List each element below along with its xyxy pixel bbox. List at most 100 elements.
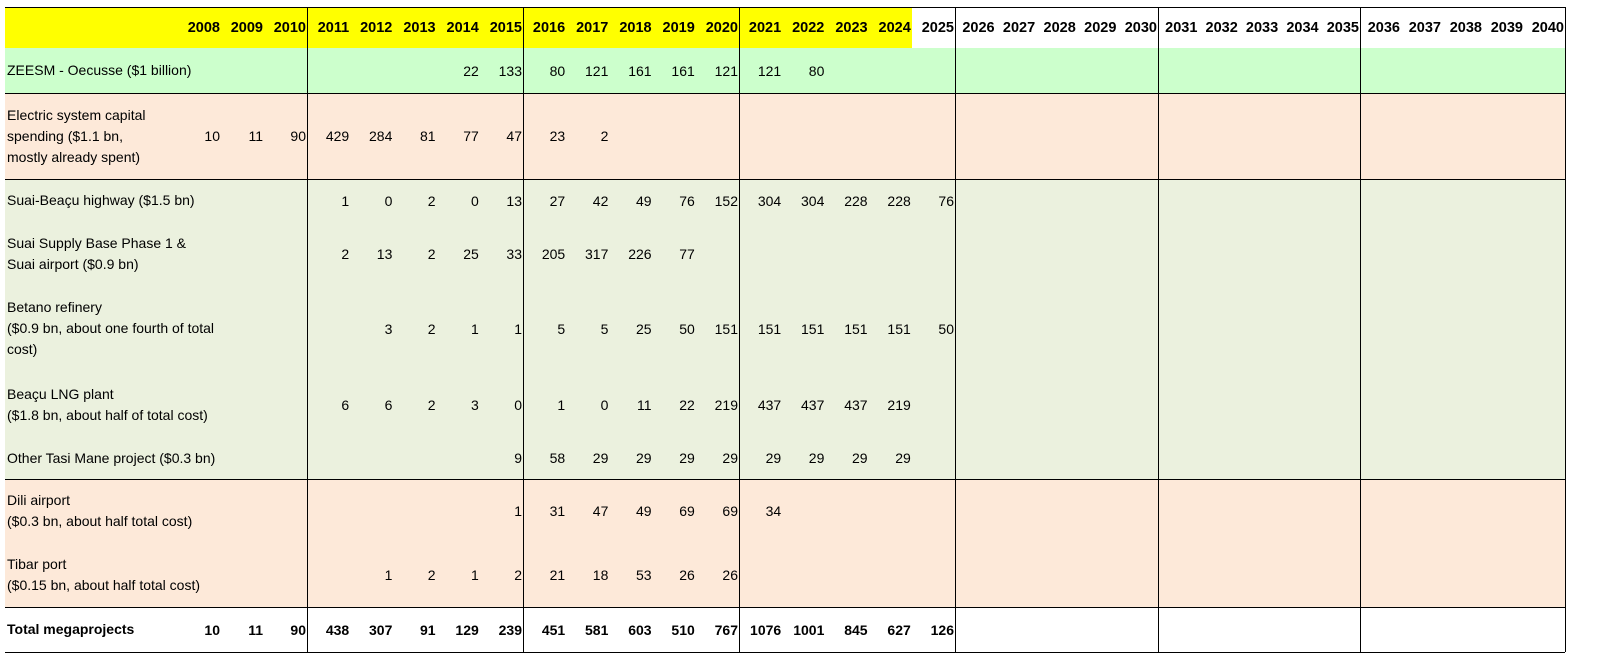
value-cell: 22 xyxy=(463,62,479,79)
year-header: 2018 xyxy=(619,19,652,36)
value-cell: 27 xyxy=(549,192,566,209)
value-cell: 0 xyxy=(384,192,393,209)
value-cell: 23 xyxy=(549,128,566,144)
row-label: Dili airport ($0.3 bn, about half total … xyxy=(7,492,193,529)
year-header: 2026 xyxy=(962,19,995,36)
value-cell: 151 xyxy=(844,320,868,337)
value-cell: 47 xyxy=(592,503,609,519)
h-border xyxy=(5,179,1565,180)
header-background xyxy=(5,7,912,48)
value-cell: 239 xyxy=(498,621,522,638)
value-cell: 1 xyxy=(384,567,393,583)
value-cell: 1 xyxy=(341,192,350,209)
value-cell: 151 xyxy=(714,320,738,337)
value-cell: 80 xyxy=(808,62,825,79)
year-header: 2015 xyxy=(489,19,522,36)
value-cell: 91 xyxy=(420,621,436,638)
value-cell: 29 xyxy=(722,450,738,466)
row-background xyxy=(5,479,1565,543)
v-border xyxy=(1565,7,1566,652)
h-border xyxy=(5,93,1565,94)
value-cell: 9 xyxy=(514,450,522,466)
value-cell: 25 xyxy=(463,245,479,262)
row-background xyxy=(5,48,1565,93)
value-cell: 42 xyxy=(592,192,609,209)
value-cell: 627 xyxy=(887,621,911,638)
value-cell: 451 xyxy=(541,621,566,638)
v-border xyxy=(739,7,740,652)
value-cell: 126 xyxy=(930,621,954,638)
value-cell: 133 xyxy=(498,62,522,79)
value-cell: 29 xyxy=(765,450,782,466)
year-header: 2028 xyxy=(1043,19,1076,36)
value-cell: 29 xyxy=(808,450,825,466)
value-cell: 437 xyxy=(801,396,825,413)
year-header: 2014 xyxy=(446,19,479,36)
value-cell: 2 xyxy=(514,567,522,583)
year-header: 2040 xyxy=(1531,19,1564,36)
value-cell: 11 xyxy=(637,396,652,413)
value-cell: 1 xyxy=(470,567,479,583)
row-label: ZEESM - Oecusse ($1 billion) xyxy=(7,62,192,78)
value-cell: 22 xyxy=(679,396,695,413)
row-background xyxy=(5,437,1565,479)
value-cell: 3 xyxy=(384,320,393,337)
value-cell: 34 xyxy=(765,503,782,519)
row-label: Electric system capital spending ($1.1 b… xyxy=(7,106,146,165)
value-cell: 49 xyxy=(636,503,652,519)
value-cell: 11 xyxy=(248,128,263,144)
value-cell: 1 xyxy=(470,320,479,337)
row-label: Beaçu LNG plant ($1.8 bn, about half of … xyxy=(7,385,208,423)
year-header: 2032 xyxy=(1205,19,1238,36)
year-header: 2034 xyxy=(1286,19,1319,36)
value-cell: 13 xyxy=(506,192,522,209)
value-cell: 0 xyxy=(600,396,609,413)
value-cell: 77 xyxy=(679,245,695,262)
value-cell: 29 xyxy=(636,450,652,466)
year-header: 2019 xyxy=(662,19,695,36)
value-cell: 69 xyxy=(679,503,695,519)
value-cell: 0 xyxy=(514,396,522,413)
value-cell: 2 xyxy=(427,567,436,583)
year-header: 2022 xyxy=(792,19,825,36)
year-header: 2030 xyxy=(1124,19,1157,36)
value-cell: 1 xyxy=(514,320,522,337)
value-cell: 151 xyxy=(757,320,782,337)
value-cell: 69 xyxy=(722,503,738,519)
row-background xyxy=(5,179,1565,222)
value-cell: 5 xyxy=(600,320,609,337)
value-cell: 6 xyxy=(341,396,350,413)
value-cell: 11 xyxy=(248,621,263,638)
row-background xyxy=(5,543,1565,607)
row-background xyxy=(5,607,1565,652)
value-cell: 26 xyxy=(679,567,695,583)
value-cell: 219 xyxy=(887,396,911,413)
value-cell: 2 xyxy=(341,245,350,262)
v-border xyxy=(1158,7,1159,652)
year-header: 2031 xyxy=(1165,19,1198,36)
value-cell: 10 xyxy=(204,621,220,638)
value-cell: 5 xyxy=(557,320,566,337)
value-cell: 438 xyxy=(325,621,350,638)
year-header: 2036 xyxy=(1367,19,1400,36)
year-header: 2027 xyxy=(1002,19,1036,36)
value-cell: 76 xyxy=(679,192,695,209)
value-cell: 53 xyxy=(636,567,652,583)
value-cell: 151 xyxy=(801,320,825,337)
value-cell: 161 xyxy=(671,62,695,79)
value-cell: 228 xyxy=(887,192,911,209)
year-header: 2024 xyxy=(878,19,911,36)
year-header: 2038 xyxy=(1449,19,1482,36)
row-background xyxy=(5,93,1565,179)
value-cell: 26 xyxy=(722,567,738,583)
value-cell: 29 xyxy=(852,450,868,466)
v-border xyxy=(1360,7,1361,652)
value-cell: 121 xyxy=(757,62,782,79)
value-cell: 76 xyxy=(938,192,954,209)
year-header: 2017 xyxy=(576,19,609,36)
year-header: 2021 xyxy=(748,19,782,36)
value-cell: 121 xyxy=(585,62,609,79)
value-cell: 50 xyxy=(679,320,695,337)
row-label: Total megaprojects xyxy=(7,621,135,637)
value-cell: 129 xyxy=(455,621,479,638)
